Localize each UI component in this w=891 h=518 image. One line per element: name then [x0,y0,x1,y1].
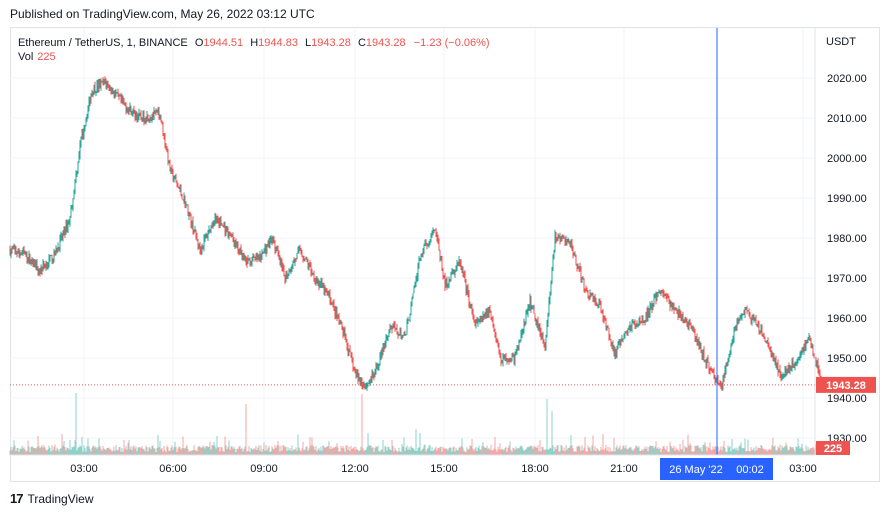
volume-label: Vol [18,51,34,63]
volume-legend: Vol 225 [18,51,56,63]
close-value: 1943.28 [365,37,406,49]
high-label: H [250,37,259,49]
time-tick-label: 15:00 [430,463,458,475]
tradingview-wordmark: TradingView [27,491,94,506]
volume-value: 225 [37,51,56,63]
volume-bars [9,393,823,455]
time-tick-label: 12:00 [341,463,369,475]
price-tick-label: 1960.00 [827,313,867,325]
currency-label: USDT [826,36,856,48]
last-volume-label: 225 [824,443,842,455]
published-caption: Published on TradingView.com, May 26, 20… [10,7,315,21]
time-tick-label: 06:00 [159,463,187,475]
last-price-box [816,376,876,393]
low-label: L [305,37,312,49]
price-tick-label: 2000.00 [827,153,867,165]
price-axis[interactable]: 2020.00 2010.00 2000.00 1990.00 1980.00 1970.… [814,28,876,455]
price-tick-label: 1970.00 [827,273,867,285]
last-volume-box [816,441,850,455]
price-tick-label: 1940.00 [827,393,867,405]
legend: Ethereum / TetherUS, 1, BINANCE O1944.51… [18,35,490,51]
price-tick-label: 2020.00 [827,73,867,85]
price-tick-label: 1990.00 [827,193,867,205]
crosshair-date-label: 26 May '22 [669,464,722,476]
time-tick-label: 21:00 [610,463,638,475]
last-price-label: 1943.28 [826,380,866,392]
price-tick-label: 2010.00 [827,113,867,125]
crosshair-time-label: 00:02 [736,464,764,476]
price-tick-label: 1950.00 [827,353,867,365]
crosshair-time-box [660,458,773,480]
high-value: 1944.83 [258,37,298,49]
time-tick-label: 03:00 [789,463,817,475]
time-tick-label: 09:00 [250,463,278,475]
time-tick-label: 03:00 [70,463,98,475]
open-value: 1944.51 [203,37,244,49]
tradingview-logo[interactable]: 17 TradingView [10,491,94,506]
candles [9,76,823,392]
low-value: 1943.28 [311,37,351,49]
price-tick-label: 1980.00 [827,233,867,245]
time-axis[interactable]: 03:00 06:00 09:00 12:00 15:00 18:00 21:00 03:00… [10,454,817,480]
change-value: −1.23 (−0.06%) [413,37,490,49]
close-label: C [357,37,366,49]
grid [10,28,815,455]
open-label: O [194,37,204,49]
symbol-title: Ethereum / TetherUS, 1, BINANCE [18,37,188,49]
time-tick-label: 18:00 [521,463,549,475]
tradingview-logo-icon: 17 [10,491,24,506]
